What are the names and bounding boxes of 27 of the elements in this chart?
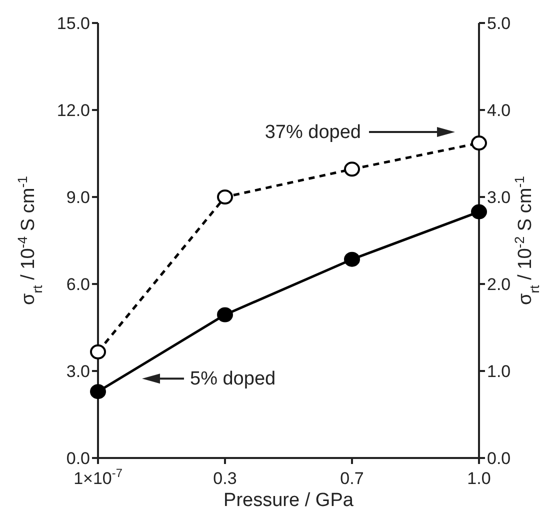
point <box>217 307 233 322</box>
point <box>471 204 487 220</box>
x-tick-label: 1×10$^{-7}$ <box>74 466 123 488</box>
x-tick-label: 1.0 <box>467 469 491 488</box>
series-label: 5% doped <box>190 368 276 390</box>
x-tick-label: 0.3 <box>213 469 237 488</box>
y-tick-label: 15.0 <box>56 14 90 34</box>
y-tick-label: 12.0 <box>56 101 90 120</box>
y2-tick-label: 4.0 <box>487 101 511 120</box>
y2-tick-label: 5.0 <box>487 14 511 34</box>
y-tick-label: 0.0 <box>66 449 90 468</box>
point <box>344 252 360 267</box>
x-tick-label: 0.7 <box>340 469 364 488</box>
series-label: 37% doped <box>264 122 361 144</box>
y2-tick-label: 2.0 <box>487 275 511 294</box>
y2-tick-label: 0.0 <box>487 449 511 468</box>
y-tick-label: 3.0 <box>66 362 90 382</box>
point <box>344 162 360 177</box>
x-axis-title: Pressure / GPa <box>224 490 354 511</box>
y-tick-label: 6.0 <box>66 275 90 294</box>
point <box>217 190 233 204</box>
point <box>471 136 487 151</box>
y2-tick-label: 1.0 <box>487 362 511 382</box>
y2-tick-label: 3.0 <box>487 188 511 208</box>
y-tick-label: 9.0 <box>66 188 90 208</box>
point <box>90 384 106 400</box>
point <box>90 344 106 360</box>
